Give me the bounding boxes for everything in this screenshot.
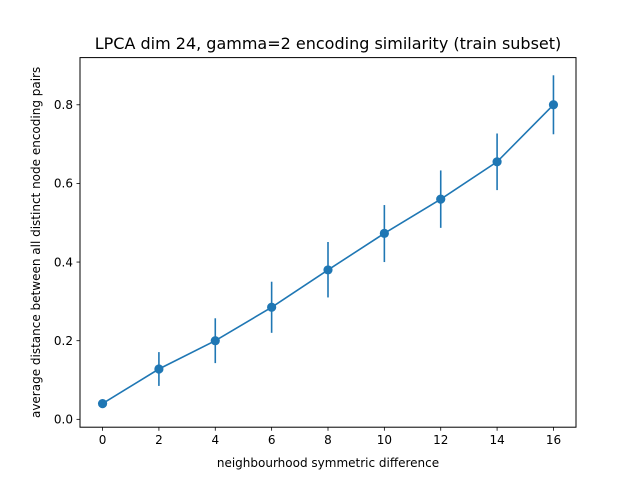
x-axis: 0 2 4 6 8 10 12 14 16 [99,427,561,447]
y-tick-label: 0.6 [54,177,73,191]
y-tick-label: 0.0 [54,413,73,427]
data-point [97,399,108,409]
x-tick-label: 10 [377,433,392,447]
data-point [323,265,333,275]
x-tick-label: 14 [489,433,504,447]
x-tick-label: 6 [268,433,276,447]
y-axis-label: average distance between all distinct no… [29,67,43,418]
data-point [492,157,502,167]
data-point [548,100,559,110]
data-point [210,336,220,346]
chart-title: LPCA dim 24, gamma=2 encoding similarity… [95,34,562,53]
y-tick-label: 0.2 [54,334,73,348]
x-tick-label: 4 [211,433,219,447]
y-tick-label: 0.4 [54,255,73,269]
x-tick-label: 12 [433,433,448,447]
series-layer [97,75,559,409]
y-tick-label: 0.8 [54,98,73,112]
data-point [436,194,446,204]
x-tick-label: 2 [155,433,163,447]
x-tick-label: 8 [324,433,332,447]
data-point [379,228,389,238]
x-tick-label: 0 [99,433,107,447]
plot-area: 0 2 4 6 8 10 12 14 16 0.0 0.2 0.4 0.6 0.8 [54,57,577,447]
data-point [154,364,164,374]
y-axis: 0.0 0.2 0.4 0.6 0.8 [54,98,80,427]
x-axis-label: neighbourhood symmetric difference [217,456,439,470]
x-tick-label: 16 [546,433,561,447]
data-point [267,302,277,312]
